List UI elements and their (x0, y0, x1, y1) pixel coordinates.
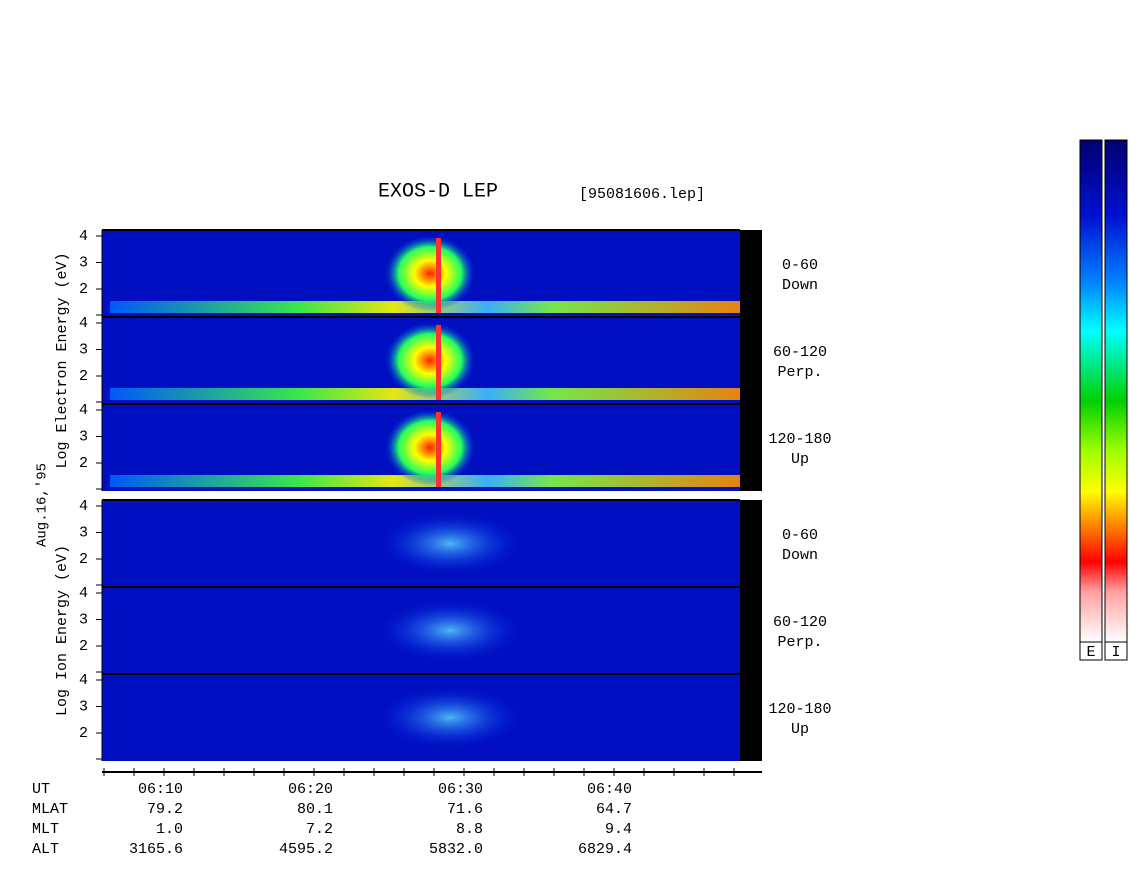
colorbar-label: E (1086, 644, 1095, 661)
row-value: 8.8 (456, 821, 483, 838)
row-label: MLAT (32, 801, 68, 818)
pitch-angle: 60-120 (773, 344, 827, 361)
direction: Down (782, 277, 818, 294)
energy-tick-label: 4 (79, 585, 88, 602)
direction: Up (791, 451, 809, 468)
colorbar-label: I (1111, 644, 1120, 661)
row-value: 7.2 (306, 821, 333, 838)
row-value: 3165.6 (129, 841, 183, 858)
row-value: 1.0 (156, 821, 183, 838)
energy-tick-label: 2 (79, 281, 88, 298)
file-name: [95081606.lep] (579, 186, 705, 203)
energy-tick-label: 2 (79, 725, 88, 742)
spectrograms: Log Electron Energy (eV) 4 3 2 0-60 Down 4 3 2 60… (54, 228, 832, 761)
energy-tick-label: 4 (79, 498, 88, 515)
energy-tick-label: 4 (79, 672, 88, 689)
spectrogram-spike (436, 325, 441, 400)
direction: Up (791, 721, 809, 738)
energy-tick-label: 3 (79, 254, 88, 271)
energy-tick-label: 2 (79, 551, 88, 568)
ephemeris: UT 06:10 06:20 06:30 06:40 MLAT 79.2 80.1 71.6 64… (32, 781, 632, 858)
row-value: 80.1 (297, 801, 333, 818)
pitch-angle: 60-120 (773, 614, 827, 631)
row-value: 06:10 (138, 781, 183, 798)
pitch-angle: 0-60 (782, 257, 818, 274)
energy-tick-label: 2 (79, 455, 88, 472)
black-strip (740, 500, 762, 761)
row-value: 06:40 (587, 781, 632, 798)
energy-tick-label: 2 (79, 638, 88, 655)
row-value: 64.7 (596, 801, 632, 818)
direction: Down (782, 547, 818, 564)
row-label: ALT (32, 841, 59, 858)
spectrogram-burst (385, 322, 475, 399)
pitch-angle: 120-180 (768, 431, 831, 448)
date: Aug.16,'95 (35, 463, 51, 547)
energy-tick-label: 3 (79, 341, 88, 358)
pitch-angle: 0-60 (782, 527, 818, 544)
row-value: 9.4 (605, 821, 632, 838)
energy-tick-label: 3 (79, 428, 88, 445)
colorbar (1079, 139, 1103, 643)
energy-tick-label: 3 (79, 611, 88, 628)
energy-tick-label: 4 (79, 228, 88, 245)
energy-tick-label: 3 (79, 524, 88, 541)
row-value: 79.2 (147, 801, 183, 818)
spectrogram-burst (380, 600, 520, 661)
row-value: 6829.4 (578, 841, 632, 858)
energy-tick-label: 2 (79, 368, 88, 385)
spectrogram-burst (385, 235, 475, 312)
direction: Perp. (777, 634, 822, 651)
group-label: Log Electron Energy (eV) (54, 252, 71, 468)
row-value: 71.6 (447, 801, 483, 818)
pitch-angle: 120-180 (768, 701, 831, 718)
spectrogram-spike (436, 412, 441, 487)
row-value: 06:30 (438, 781, 483, 798)
row-label: MLT (32, 821, 59, 838)
spectrogram-burst (380, 687, 520, 748)
row-value: 4595.2 (279, 841, 333, 858)
colorbar-label-box (1104, 641, 1128, 661)
spectrogram-burst (380, 513, 520, 574)
colorbar-label-box (1079, 641, 1103, 661)
row-value: 5832.0 (429, 841, 483, 858)
time-axis (102, 768, 762, 776)
energy-tick-label: 4 (79, 315, 88, 332)
energy-tick-label: 3 (79, 698, 88, 715)
spectrogram-burst (385, 409, 475, 486)
title: EXOS-D LEP (378, 180, 498, 203)
direction: Perp. (777, 364, 822, 381)
energy-tick-label: 4 (79, 402, 88, 419)
row-value: 06:20 (288, 781, 333, 798)
black-strip (740, 230, 762, 491)
row-label: UT (32, 781, 50, 798)
group-label: Log Ion Energy (eV) (54, 545, 71, 716)
spectrogram-spike (436, 238, 441, 313)
colorbar (1104, 139, 1128, 643)
